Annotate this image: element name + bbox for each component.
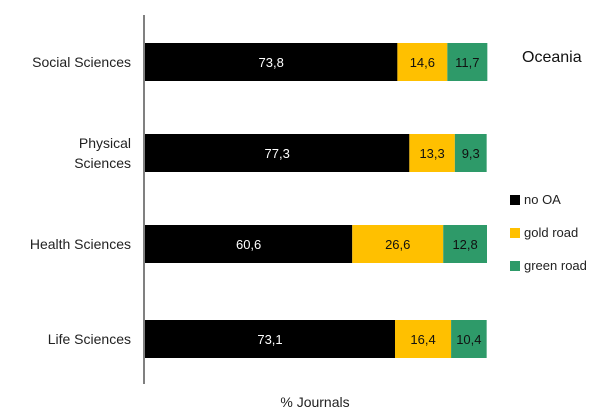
value-label-social-sciences-green-road: 11,7	[455, 55, 479, 70]
value-label-health-sciences-gold-road: 26,6	[385, 237, 410, 252]
bar-life-sciences-no-oa	[145, 320, 396, 358]
value-label-social-sciences-no-oa: 73,8	[259, 55, 284, 70]
legend-label-gold-road: gold road	[524, 225, 578, 240]
value-label-life-sciences-green-road: 10,4	[456, 332, 481, 347]
bar-life-sciences-green-road	[451, 320, 487, 358]
value-label-physical-sciences-green-road: 9,3	[462, 146, 480, 161]
value-label-health-sciences-green-road: 12,8	[452, 237, 477, 252]
bar-life-sciences-gold-road	[395, 320, 452, 358]
category-label-physical-sciences-line-1: Physical	[79, 135, 131, 151]
bar-social-sciences-no-oa	[145, 43, 398, 81]
legend-swatch-no-oa	[510, 195, 520, 205]
bar-health-sciences-green-road	[443, 225, 487, 263]
bar-health-sciences-gold-road	[352, 225, 444, 263]
bar-physical-sciences-no-oa	[145, 134, 410, 172]
value-label-physical-sciences-no-oa: 77,3	[265, 146, 290, 161]
bars-group: 73,8 14,6 11,7 77,3 13,3 9,3 60,6 26,6 12,8 73,1 1…	[145, 43, 488, 358]
value-label-social-sciences-gold-road: 14,6	[410, 55, 435, 70]
category-label-social-sciences: Social Sciences	[32, 54, 131, 70]
bar-social-sciences-gold-road	[397, 43, 448, 81]
value-label-health-sciences-no-oa: 60,6	[236, 237, 261, 252]
chart-title: Oceania	[522, 49, 582, 66]
bar-health-sciences-no-oa	[145, 225, 353, 263]
category-label-health-sciences: Health Sciences	[30, 236, 131, 252]
x-axis-label: % Journals	[280, 394, 349, 410]
legend-swatch-gold-road	[510, 228, 520, 238]
value-label-physical-sciences-gold-road: 13,3	[419, 146, 444, 161]
legend: no OA gold road green road	[510, 192, 587, 273]
bar-social-sciences-green-road	[447, 43, 488, 81]
bar-physical-sciences-green-road	[454, 134, 487, 172]
category-label-life-sciences: Life Sciences	[48, 331, 131, 347]
category-labels: Social Sciences Physical Sciences Health Sc…	[30, 54, 131, 347]
legend-label-no-oa: no OA	[524, 192, 561, 207]
legend-label-green-road: green road	[524, 258, 587, 273]
value-label-life-sciences-gold-road: 16,4	[410, 332, 435, 347]
value-label-life-sciences-no-oa: 73,1	[257, 332, 282, 347]
legend-swatch-green-road	[510, 261, 520, 271]
category-label-physical-sciences-line-2: Sciences	[74, 155, 131, 171]
bar-physical-sciences-gold-road	[409, 134, 455, 172]
